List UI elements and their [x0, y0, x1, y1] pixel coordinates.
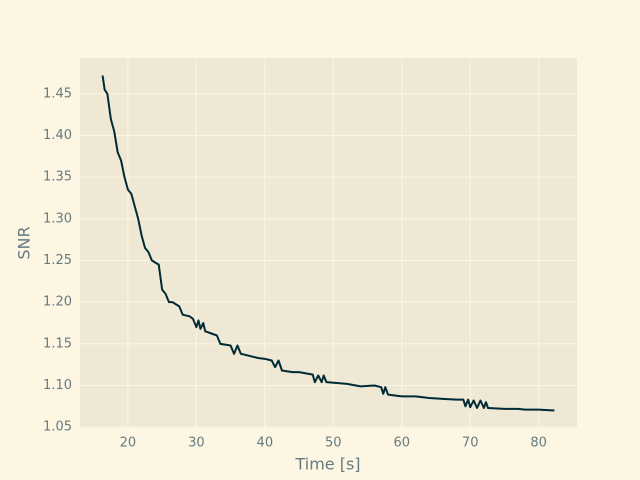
x-tick-label: 70	[462, 436, 479, 451]
y-tick-label: 1.35	[43, 170, 72, 185]
y-tick-label: 1.25	[43, 253, 72, 268]
x-tick-label: 20	[120, 436, 137, 451]
x-tick-label: 40	[257, 436, 274, 451]
y-tick-label: 1.20	[43, 295, 72, 310]
x-axis-label: Time [s]	[294, 455, 360, 474]
x-tick-label: 60	[393, 436, 410, 451]
y-axis-label: SNR	[15, 226, 34, 259]
plot-area	[80, 58, 577, 428]
x-tick-label: 30	[188, 436, 205, 451]
y-tick-label: 1.15	[43, 336, 72, 351]
line	[101, 75, 555, 412]
y-tick-label: 1.05	[43, 420, 72, 435]
y-tick-label: 1.45	[43, 86, 72, 101]
y-tick-label: 1.10	[43, 378, 72, 393]
y-tick-label: 1.30	[43, 211, 72, 226]
x-tick-label: 80	[530, 436, 547, 451]
x-tick-label: 50	[325, 436, 342, 451]
y-tick-label: 1.40	[43, 128, 72, 143]
